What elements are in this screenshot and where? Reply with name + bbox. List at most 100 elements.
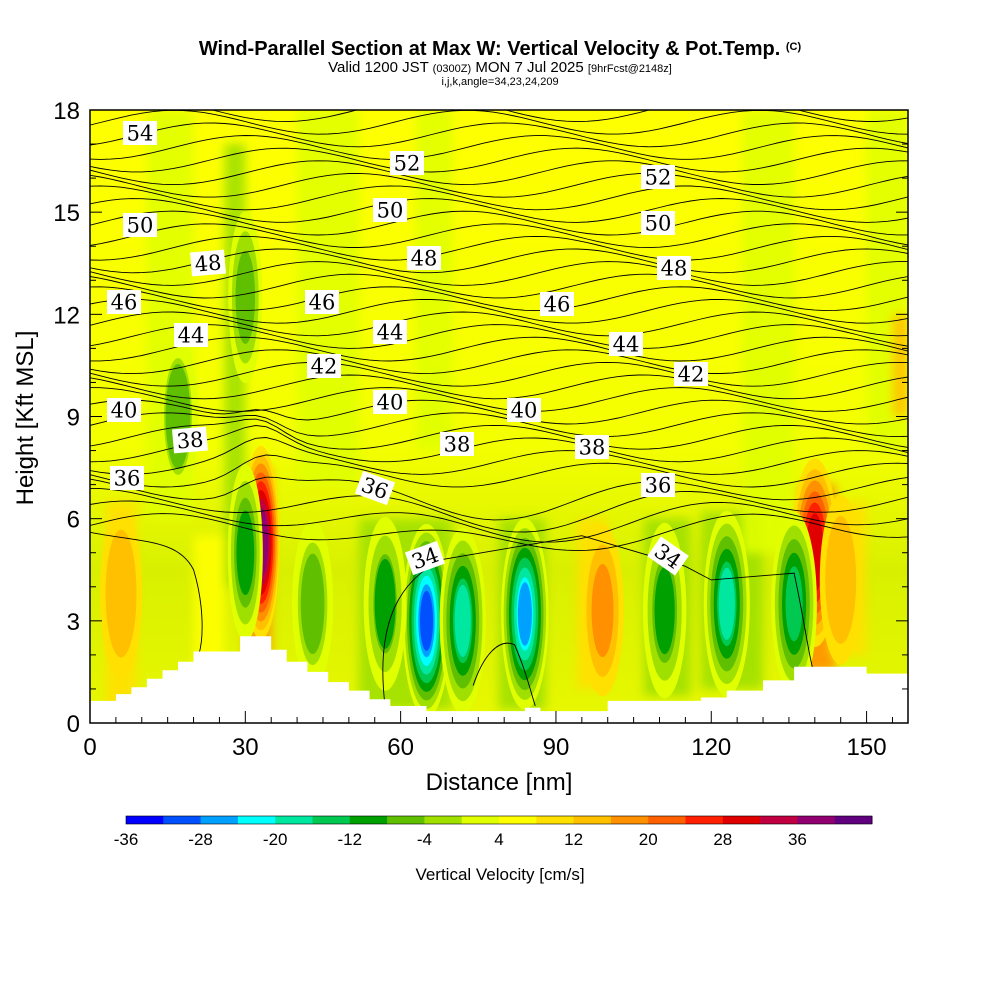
contour-label-text: 44 [377,321,404,345]
x-tick-label: 0 [83,734,96,761]
velocity-band [892,314,908,417]
isentrope [90,198,908,223]
contour-label-text: 38 [176,427,205,453]
chart-title: Wind-Parallel Section at Max W: Vertical… [198,38,802,60]
contour-label-text: 48 [661,257,688,281]
colorbar-swatch [610,816,649,824]
velocity-core [292,520,334,688]
colorbar-swatch [461,816,500,824]
colorbar-swatch [499,816,537,824]
isentrope [472,642,536,707]
colorbar-tick-label: -20 [263,830,288,849]
contour-label: 52 [641,165,675,190]
isentrope [90,418,908,450]
contour-label: 46 [107,290,141,315]
colorbar-swatch [275,816,313,824]
contour-label-text: 50 [377,199,404,223]
chart-subtitle: Valid 1200 JST (0300Z) MON 7 Jul 2025 [9… [328,59,672,76]
contour-label: 36 [641,473,675,498]
plot-area: 54 52 52 50 50 50 48 48 48 46 46 46 44 44 44 42 42 40 40 40… [90,110,908,723]
isentrope [90,387,908,412]
contour-label-text: 44 [178,324,205,348]
y-tick-label: 15 [53,200,80,227]
x-axis: 0 30 60 90 120 150 [83,711,893,761]
colorbar-swatch [685,816,724,824]
isentrope [90,425,908,463]
isentrope [210,110,908,123]
isentrope [90,235,908,261]
isentrope [90,531,203,656]
velocity-core [439,527,486,714]
isentrope [90,513,908,552]
colorbar-swatch [648,816,686,824]
isentrope [90,349,908,375]
colorbar-swatch [312,816,351,824]
contour-label: 46 [305,290,339,315]
contour-label-text: 36 [645,474,672,498]
colorbar-swatch [760,816,798,824]
velocity-core [703,510,750,697]
contour-label-text: 50 [645,212,672,236]
y-axis-label: Height [Kft MSL] [12,331,39,506]
velocity-core-level [374,558,396,649]
isentrope [90,476,908,521]
contour-label-text: 42 [678,363,705,387]
contour-label: 40 [107,398,141,423]
velocity-core [771,511,817,696]
isentrope [90,135,908,160]
contour-label: 44 [174,323,208,348]
chart-indices: i,j,k,angle=34,23,24,209 [441,76,559,88]
colorbar-swatch [349,816,388,824]
colorbar-swatch [573,816,612,824]
colorbar-swatch [834,816,873,824]
isentrope [90,248,908,274]
contour-label: 48 [657,256,691,281]
isentrope [90,147,908,173]
terrain [90,636,908,723]
isentrope [90,311,908,337]
contour-label: 54 [123,121,157,146]
isentrope [90,336,908,362]
x-axis-label: Distance [nm] [426,769,573,796]
contour-label: 42 [307,354,341,379]
x-tick-label: 90 [543,734,570,761]
velocity-core [819,495,862,665]
colorbar-tick-label: 36 [788,830,807,849]
colorbar-swatch [387,816,425,824]
colorbar-swatch [163,816,202,824]
colorbar: -36 -28 -20 -12 -4 4 12 20 28 36 [114,815,873,849]
velocity-core-level [454,584,471,657]
contour-label-text: 38 [444,433,471,457]
velocity-core-level [718,567,735,640]
velocity-core-level [591,564,614,658]
contour-label-text: 52 [394,152,421,176]
contour-label: 40 [507,398,541,423]
isentrope [90,454,908,488]
contour-label: 50 [373,198,407,223]
y-tick-label: 12 [53,302,80,329]
isentrope [90,361,908,387]
colorbar-tick-label: 12 [564,830,583,849]
isentrope [90,399,908,425]
isentrope [90,223,908,249]
x-tick-label: 150 [847,734,887,761]
contour-label: 48 [190,249,226,277]
copyright-mark: (C) [785,41,802,53]
velocity-core-level [517,582,532,646]
colorbar-swatch [797,816,836,824]
contour-label: 52 [390,151,424,176]
contour-label-text: 54 [127,122,154,146]
isentrope [90,210,908,236]
y-tick-label: 9 [67,405,80,432]
velocity-core [501,518,549,710]
velocity-core-level [829,531,853,629]
velocity-core [157,334,199,499]
isentrope [90,324,908,349]
velocity-core [227,464,263,642]
isentrope [90,412,908,438]
velocity-core-level [785,566,803,642]
contour-label: 44 [609,332,643,357]
y-tick-label: 6 [67,507,80,534]
contour-label-text: 46 [111,291,138,315]
